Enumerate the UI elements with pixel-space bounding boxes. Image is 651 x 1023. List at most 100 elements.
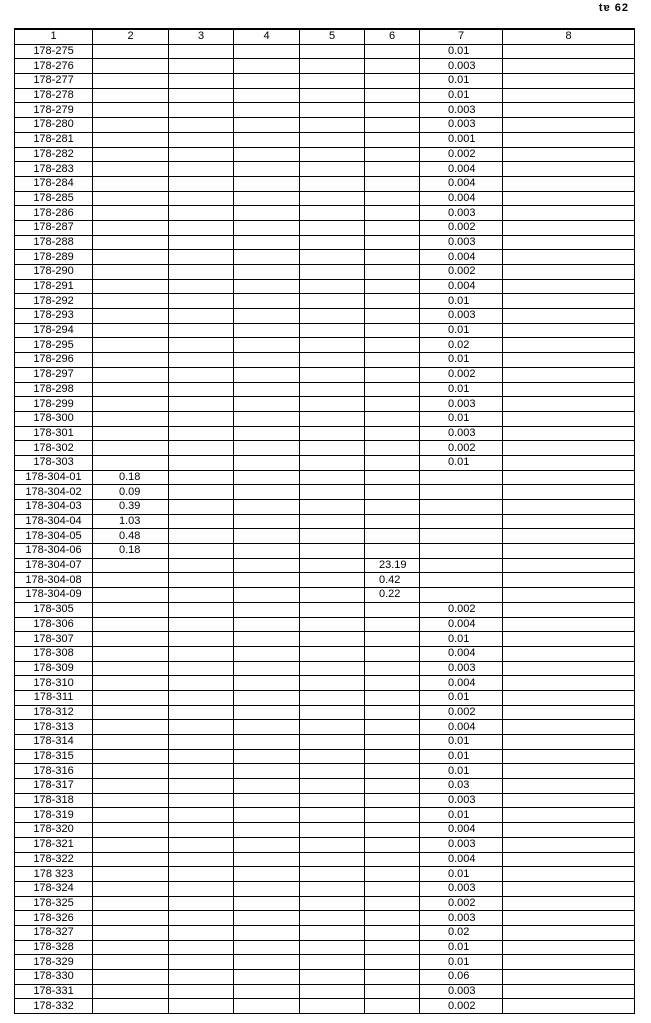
cell-col-6: [364, 734, 420, 750]
table-row: 178-315 0.01: [14, 748, 635, 765]
cell-col-6: [364, 190, 420, 207]
cell-col-6: [364, 43, 420, 60]
table-row: 178-304-04 1.03: [14, 513, 635, 530]
cell-col-1: 178-319: [14, 807, 93, 824]
cell-col-3: [168, 969, 234, 985]
cell-col-1: 178-304-03: [14, 499, 93, 515]
table-row: 178-283 0.004: [14, 161, 635, 177]
cell-col-7: 0.002: [419, 264, 503, 280]
cell-col-6: [364, 924, 420, 941]
cell-col-5: [299, 469, 365, 486]
cell-col-4: [233, 895, 300, 912]
cell-col-6: [364, 219, 420, 236]
cell-col-3: [168, 161, 234, 177]
cell-col-6: [364, 366, 420, 383]
cell-col-8: [502, 998, 635, 1015]
cell-col-6: [364, 689, 420, 706]
cell-col-7: 0.003: [419, 836, 503, 853]
cell-col-7: 0.01: [419, 73, 503, 89]
cell-col-8: [502, 381, 635, 398]
cell-col-5: [299, 352, 365, 368]
cell-col-3: [168, 469, 234, 486]
cell-col-1: 178-300: [14, 410, 93, 427]
cell-col-4: [233, 440, 300, 456]
table-row: 178-279 0.003: [14, 102, 635, 119]
cell-col-7: [419, 572, 503, 589]
cell-col-3: [168, 880, 234, 897]
cell-col-8: [502, 778, 635, 794]
column-header-5: 5: [299, 27, 365, 45]
cell-col-7: 0.002: [419, 601, 503, 618]
cell-col-2: [92, 219, 169, 236]
cell-col-3: [168, 645, 234, 662]
cell-col-2: [92, 924, 169, 941]
cell-col-2: [92, 190, 169, 207]
cell-col-5: [299, 792, 365, 809]
cell-col-6: 0.42: [364, 572, 420, 589]
cell-col-2: [92, 910, 169, 926]
cell-col-6: [364, 278, 420, 295]
cell-col-1: 178-291: [14, 278, 93, 295]
cell-col-5: [299, 308, 365, 324]
cell-col-3: [168, 337, 234, 354]
table-row: 178-296 0.01: [14, 352, 635, 368]
cell-col-3: [168, 851, 234, 868]
cell-col-4: [233, 249, 300, 265]
cell-col-4: [233, 293, 300, 310]
cell-col-8: [502, 822, 635, 838]
table-row: 178-304-05 0.48: [14, 528, 635, 545]
cell-col-7: [419, 528, 503, 545]
cell-col-3: [168, 499, 234, 515]
table-row: 178-306 0.004: [14, 616, 635, 633]
cell-col-3: [168, 528, 234, 545]
cell-col-4: [233, 631, 300, 647]
table-row: 178-318 0.003: [14, 792, 635, 809]
cell-col-7: 0.06: [419, 969, 503, 985]
cell-col-5: [299, 396, 365, 412]
cell-col-4: [233, 513, 300, 530]
cell-col-1: 178-304-05: [14, 528, 93, 545]
cell-col-8: [502, 528, 635, 545]
column-header-6: 6: [364, 27, 420, 45]
cell-col-2: [92, 131, 169, 148]
cell-col-7: 0.01: [419, 322, 503, 339]
cell-col-2: [92, 645, 169, 662]
cell-col-8: [502, 469, 635, 486]
cell-col-2: [92, 73, 169, 89]
cell-col-5: [299, 190, 365, 207]
cell-col-7: 0.004: [419, 822, 503, 838]
cell-col-6: [364, 778, 420, 794]
cell-col-8: [502, 675, 635, 691]
cell-col-1: 178-326: [14, 910, 93, 926]
cell-col-3: [168, 264, 234, 280]
cell-col-5: [299, 293, 365, 310]
column-header-2: 2: [92, 27, 169, 45]
cell-col-1: 178-304-06: [14, 543, 93, 559]
cell-col-2: [92, 366, 169, 383]
cell-col-2: [92, 440, 169, 456]
table-row: 178-319 0.01: [14, 807, 635, 824]
cell-col-5: [299, 998, 365, 1015]
table-row: 178-289 0.004: [14, 249, 635, 265]
cell-col-2: [92, 616, 169, 633]
cell-col-4: [233, 425, 300, 442]
cell-col-7: 0.003: [419, 910, 503, 926]
cell-col-5: [299, 440, 365, 456]
cell-col-2: 0.18: [92, 469, 169, 486]
cell-col-8: [502, 616, 635, 633]
cell-col-8: [502, 792, 635, 809]
cell-col-1: 178-298: [14, 381, 93, 398]
cell-col-1: 178-310: [14, 675, 93, 691]
cell-col-8: [502, 719, 635, 735]
cell-col-5: [299, 322, 365, 339]
cell-col-7: 0.003: [419, 205, 503, 221]
cell-col-5: [299, 910, 365, 926]
cell-col-5: [299, 410, 365, 427]
cell-col-1: 178-279: [14, 102, 93, 119]
cell-col-5: [299, 234, 365, 251]
cell-col-7: 0.002: [419, 704, 503, 721]
table-row: 178-330 0.06: [14, 969, 635, 985]
cell-col-3: [168, 601, 234, 618]
cell-col-5: [299, 264, 365, 280]
cell-col-7: 0.01: [419, 954, 503, 970]
